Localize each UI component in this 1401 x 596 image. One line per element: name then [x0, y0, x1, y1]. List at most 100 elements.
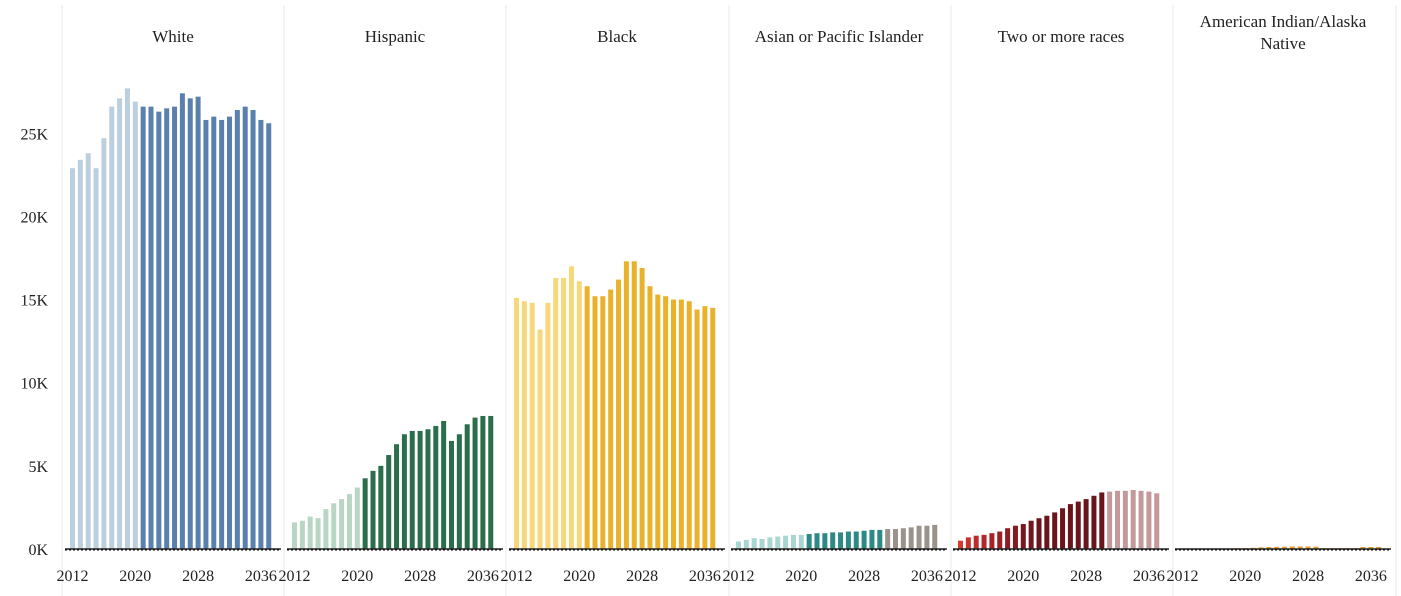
bar — [250, 109, 256, 549]
bar — [433, 425, 439, 549]
bar — [584, 286, 590, 549]
x-tick-label: 2028 — [626, 568, 658, 585]
x-tick-label: 2012 — [945, 568, 977, 585]
bar — [394, 444, 400, 549]
x-tick-label: 2036 — [1355, 568, 1387, 585]
y-tick-label: 25K — [20, 126, 48, 143]
bar — [783, 535, 789, 549]
bar — [362, 478, 368, 549]
y-tick-label: 0K — [28, 542, 48, 559]
bar — [132, 101, 138, 550]
bar — [1052, 512, 1058, 549]
bar — [1115, 490, 1120, 549]
bar — [227, 116, 232, 550]
bar — [346, 494, 352, 549]
bar — [1146, 491, 1152, 549]
bar — [124, 88, 130, 549]
bar — [242, 106, 248, 549]
bar — [234, 109, 240, 549]
bar — [806, 534, 812, 549]
bar — [1122, 490, 1128, 549]
bar — [537, 329, 543, 549]
x-tick-label: 2012 — [57, 568, 89, 585]
x-tick-label: 2012 — [1167, 568, 1199, 585]
bar — [386, 455, 392, 549]
y-tick-label: 5K — [28, 459, 48, 476]
bar — [1360, 547, 1366, 549]
bar — [417, 430, 423, 549]
panel-4: Two or more races 2012 2020 2028 2036 — [945, 27, 1169, 585]
bar — [600, 296, 606, 549]
bar — [331, 503, 337, 549]
bar — [623, 261, 629, 549]
bar — [1044, 515, 1050, 549]
bar — [814, 533, 820, 549]
bar — [164, 108, 170, 549]
bar — [1258, 547, 1264, 549]
bar — [378, 465, 384, 549]
bar — [869, 529, 875, 549]
panel-2: Black 2012 2020 2028 2036 — [501, 27, 725, 585]
x-tick-label: 2036 — [689, 568, 721, 585]
bar — [1107, 491, 1113, 549]
bar — [775, 536, 781, 549]
y-tick-label: 15K — [20, 293, 48, 310]
bar — [307, 516, 313, 549]
bar — [1028, 520, 1034, 549]
x-tick-label: 2036 — [1133, 568, 1165, 585]
bar — [1036, 518, 1042, 549]
bar — [751, 538, 757, 549]
bar — [702, 306, 708, 549]
bar — [932, 524, 938, 549]
bar — [798, 534, 804, 549]
panel-5: American Indian/Alaska Native 2012 2020 2028… — [1167, 12, 1391, 585]
bar — [211, 116, 217, 550]
x-tick-label: 2020 — [1007, 568, 1039, 585]
bar — [694, 309, 700, 549]
bar — [425, 429, 431, 549]
panel-title: White — [152, 27, 194, 46]
bar — [678, 299, 684, 549]
bar — [616, 279, 622, 549]
bar — [710, 307, 716, 549]
x-tick-label: 2028 — [1292, 568, 1324, 585]
bar — [830, 532, 836, 549]
x-tick-label: 2028 — [182, 568, 214, 585]
bar — [354, 487, 360, 549]
panel-3: Asian or Pacific Islander 2012 2020 2028 203… — [723, 27, 947, 585]
bar — [965, 537, 971, 549]
bar — [266, 123, 272, 550]
bar — [908, 527, 914, 549]
panel-0: White 2012 2020 2028 2036 — [57, 27, 281, 585]
y-axis: 0K 5K 10K 15K 20K 25K — [20, 126, 48, 559]
bar — [686, 301, 692, 549]
bar — [553, 277, 559, 549]
x-tick-label: 2036 — [467, 568, 499, 585]
x-tick-label: 2028 — [404, 568, 436, 585]
bar — [885, 529, 891, 549]
bar — [861, 530, 867, 549]
bar — [292, 522, 297, 549]
x-tick-label: 2028 — [1070, 568, 1102, 585]
bar — [1289, 546, 1295, 549]
panel-title: Asian or Pacific Islander — [755, 27, 924, 46]
bar — [195, 96, 201, 549]
bar — [370, 470, 376, 549]
bar — [258, 119, 264, 549]
panel-1: Hispanic 2012 2020 2028 2036 — [279, 27, 503, 585]
y-tick-label: 20K — [20, 209, 48, 226]
bar — [1274, 546, 1280, 549]
bar — [156, 111, 162, 549]
bar — [299, 520, 305, 549]
bar — [916, 525, 922, 549]
bar — [70, 168, 75, 550]
x-tick-label: 2020 — [785, 568, 817, 585]
bar — [973, 535, 979, 549]
bar — [219, 119, 225, 549]
bar — [853, 531, 859, 549]
bar — [1099, 492, 1105, 549]
bar — [759, 539, 765, 549]
bar — [592, 296, 598, 549]
bar — [790, 534, 796, 549]
